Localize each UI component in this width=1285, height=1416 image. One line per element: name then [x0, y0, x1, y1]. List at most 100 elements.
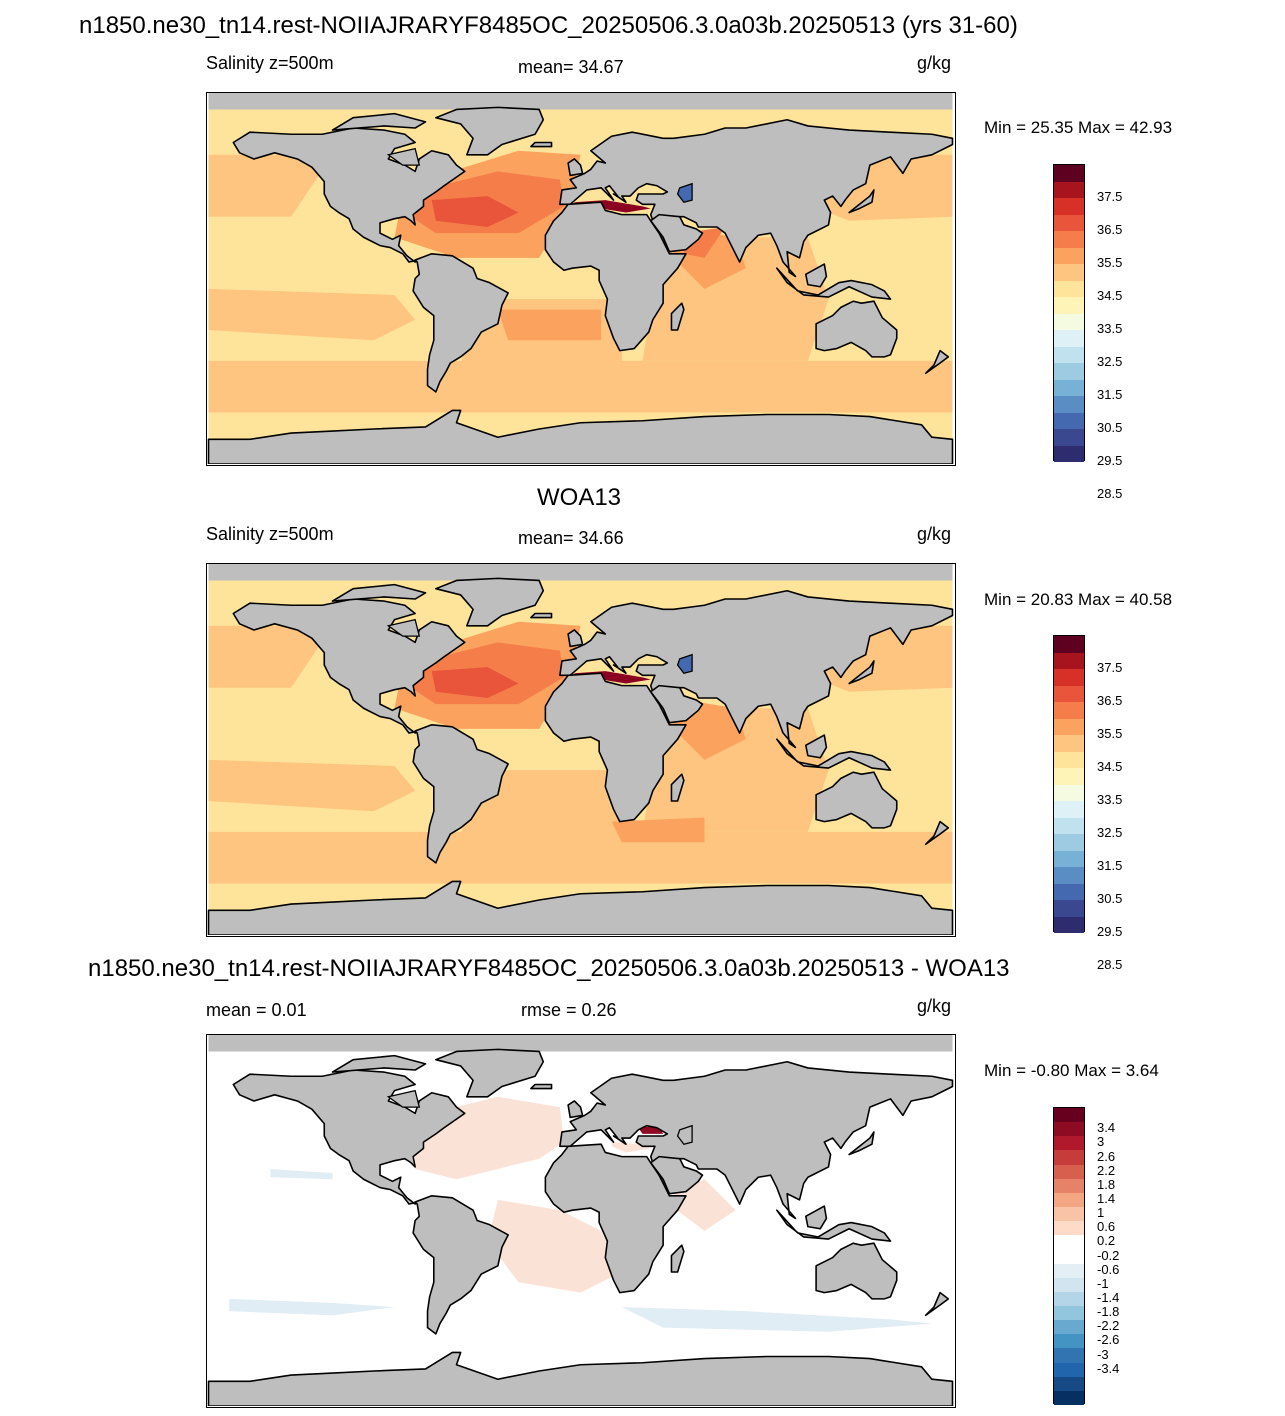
colorbar-segment	[1054, 1305, 1084, 1321]
land-mass	[924, 349, 950, 375]
land-mass	[559, 589, 954, 749]
colorbar-segment	[1054, 313, 1084, 330]
colorbar-segment	[1054, 231, 1084, 248]
land-mass	[559, 118, 954, 278]
land-mass	[848, 189, 875, 214]
land-mass	[331, 583, 427, 602]
hudson-bay	[386, 147, 421, 166]
colorbar-segment	[1054, 801, 1084, 818]
hudson-bay	[386, 618, 421, 637]
panel-1-mean-label: mean= 34.67	[518, 57, 624, 77]
colorbar-label: 1.4	[1097, 1190, 1116, 1206]
colorbar-segment	[1054, 702, 1084, 719]
colorbar-segment	[1054, 768, 1084, 785]
colorbar-segment	[1054, 280, 1084, 297]
colorbar-segment	[1054, 346, 1084, 363]
panel-1-title: n1850.ne30_tn14.rest-NOIIAJRARYF8485OC_2…	[79, 12, 1018, 39]
colorbar-label: 30.5	[1097, 420, 1123, 435]
panel-1-units-label: g/kg	[917, 53, 952, 73]
colorbar-label: -2.2	[1097, 1318, 1120, 1334]
colorbar-segment	[1054, 1348, 1084, 1363]
colorbar-segment	[1054, 867, 1084, 884]
colorbar-label: 33.5	[1097, 792, 1123, 807]
colorbar-segment	[1054, 445, 1084, 462]
land-mass	[544, 672, 687, 823]
salinity-contour-region	[208, 360, 953, 413]
arctic-mask	[208, 93, 953, 110]
colorbar-segment	[1054, 669, 1084, 686]
land-mass	[567, 158, 584, 177]
salinity-contour-region	[621, 1307, 932, 1332]
colorbar-label: 37.5	[1097, 189, 1123, 204]
colorbar-segment	[1054, 1277, 1084, 1292]
panel-3-units-label: g/kg	[917, 996, 952, 1016]
panel-1-variable-label: Salinity z=500m	[206, 53, 334, 73]
colorbar-label: 31.5	[1097, 387, 1123, 402]
colorbar-segment	[1054, 1136, 1084, 1151]
colorbar-segment	[1054, 165, 1084, 182]
colorbar-label: 29.5	[1097, 453, 1123, 468]
colorbar-label: 28.5	[1097, 957, 1123, 972]
land-mass	[815, 1242, 898, 1300]
colorbar-segment	[1054, 834, 1084, 851]
colorbar-label: 30.5	[1097, 891, 1123, 906]
caspian-sea	[676, 182, 693, 203]
caspian-sea	[676, 653, 693, 674]
colorbar-segment	[1054, 379, 1084, 396]
land-mass	[530, 1083, 553, 1090]
colorbar-label: 0.6	[1097, 1219, 1116, 1235]
colorbar-segment	[1054, 1263, 1084, 1278]
colorbar-segment	[1054, 429, 1084, 446]
colorbar-label: -3	[1097, 1346, 1109, 1362]
land-mass	[412, 724, 509, 864]
land-mass	[649, 213, 704, 253]
land-mass	[670, 773, 685, 802]
colorbar-segment	[1054, 363, 1084, 380]
panel-3-minmax: Min = -0.80 Max = 3.64	[984, 1061, 1159, 1080]
colorbar-segment	[1054, 1235, 1084, 1250]
colorbar-segment	[1054, 1390, 1084, 1405]
colorbar-label: 2.2	[1097, 1162, 1116, 1178]
land-mass	[649, 1155, 704, 1195]
land-mass	[924, 820, 950, 846]
colorbar-label: -1.8	[1097, 1304, 1120, 1320]
land-mass	[530, 612, 553, 619]
land-mass	[530, 141, 553, 148]
colorbar-segment	[1054, 751, 1084, 768]
panel-2-units-label: g/kg	[917, 524, 952, 544]
land-mass	[776, 738, 892, 771]
land-mass	[848, 1131, 875, 1156]
colorbar-label: 31.5	[1097, 858, 1123, 873]
colorbar-label: 3	[1097, 1134, 1105, 1150]
colorbar-segment	[1054, 1291, 1084, 1306]
colorbar-label: 35.5	[1097, 726, 1123, 741]
colorbar-label: 29.5	[1097, 924, 1123, 939]
colorbar-label: 1	[1097, 1205, 1105, 1221]
land-mass	[559, 1060, 954, 1220]
colorbar-label: -0.6	[1097, 1261, 1120, 1277]
colorbar-segment	[1054, 900, 1084, 917]
panel-2-colorbar	[1053, 635, 1085, 933]
land-mass	[804, 1205, 828, 1230]
land-mass	[232, 1069, 466, 1205]
land-mass	[567, 629, 584, 648]
land-mass	[232, 598, 466, 734]
land-mass	[670, 1244, 685, 1273]
colorbar-segment	[1054, 1178, 1084, 1193]
land-mass	[924, 1291, 950, 1317]
land-mass	[815, 300, 898, 358]
caspian-sea	[676, 1124, 693, 1145]
land-mass	[815, 771, 898, 829]
colorbar-segment	[1054, 412, 1084, 429]
land-mass	[232, 127, 466, 263]
salinity-contour-region	[208, 625, 333, 688]
colorbar-label: -1.4	[1097, 1289, 1120, 1305]
colorbar-segment	[1054, 883, 1084, 900]
colorbar-segment	[1054, 784, 1084, 801]
colorbar-segment	[1054, 198, 1084, 215]
panel-1-colorbar	[1053, 164, 1085, 462]
land-mass	[776, 1209, 892, 1242]
salinity-contour-region	[208, 831, 953, 884]
land-mass	[544, 1143, 687, 1294]
colorbar-label: 2.6	[1097, 1148, 1116, 1164]
